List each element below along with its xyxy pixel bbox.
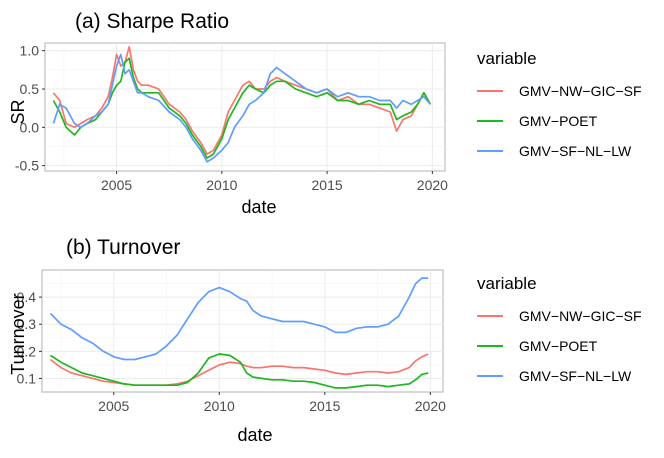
sharpe-ratio-chart: 2005 2010 2015 2020 -0.5 0.0 0.5 1.0 (a) Sharpe…: [8, 10, 642, 217]
x-axis-title: date: [237, 425, 272, 445]
series-line-gmv-sf-nl-lw: [52, 53, 431, 163]
x-tick-label: 2010: [206, 177, 237, 193]
legend-label: GMV−SF−NL−LW: [519, 143, 632, 159]
x-tick-label: 2020: [415, 398, 446, 414]
y-tick-label: 0.4: [17, 289, 37, 305]
y-tick-label: 0.5: [20, 81, 40, 97]
legend-label: GMV−SF−NL−LW: [519, 368, 632, 384]
y-tick-label: 0.2: [17, 343, 37, 359]
chart-title: (b) Turnover: [66, 236, 180, 259]
plot-panel: 2005 2010 2015 2020 0.1 0.2 0.3 0.4: [17, 269, 446, 414]
chart-title: (a) Sharpe Ratio: [75, 10, 229, 33]
x-tick-label: 2005: [101, 177, 132, 193]
series-line-gmv-poet: [49, 353, 429, 389]
plot-panel: 2005 2010 2015 2020 -0.5 0.0 0.5 1.0: [15, 42, 448, 193]
y-tick-label: 0.3: [17, 316, 37, 332]
x-axis-title: date: [241, 197, 276, 217]
legend-label: GMV−NW−GIC−SF: [519, 308, 642, 324]
x-tick-label: 2005: [98, 398, 129, 414]
series-lines: [49, 277, 429, 389]
legend: variable GMV−NW−GIC−SF GMV−POET GMV−SF−NL−…: [477, 49, 642, 159]
legend-title: variable: [477, 274, 537, 293]
y-tick-label: 0.0: [20, 119, 40, 135]
y-tick-label: -0.5: [15, 158, 39, 174]
legend-label: GMV−NW−GIC−SF: [519, 83, 642, 99]
turnover-chart: 2005 2010 2015 2020 0.1 0.2 0.3 0.4 (b) Turnove…: [8, 236, 642, 445]
y-tick-label: 0.1: [17, 370, 37, 386]
panel-background: [41, 269, 444, 393]
x-tick-label: 2010: [204, 398, 235, 414]
legend: variable GMV−NW−GIC−SF GMV−POET GMV−SF−NL−…: [477, 274, 642, 384]
legend-label: GMV−POET: [519, 338, 598, 354]
x-tick-label: 2020: [417, 177, 448, 193]
y-axis-title: SR: [8, 99, 28, 124]
legend-title: variable: [477, 49, 537, 68]
x-tick-label: 2015: [312, 177, 343, 193]
x-tick-label: 2015: [309, 398, 340, 414]
y-tick-label: 1.0: [20, 43, 40, 59]
y-axis-title: Tunrnover: [8, 293, 28, 374]
series-line-gmv-sf-nl-lw: [49, 277, 429, 361]
series-lines: [52, 45, 432, 163]
series-line-gmv-nw-gic-sf: [52, 45, 432, 155]
legend-label: GMV−POET: [519, 113, 598, 129]
